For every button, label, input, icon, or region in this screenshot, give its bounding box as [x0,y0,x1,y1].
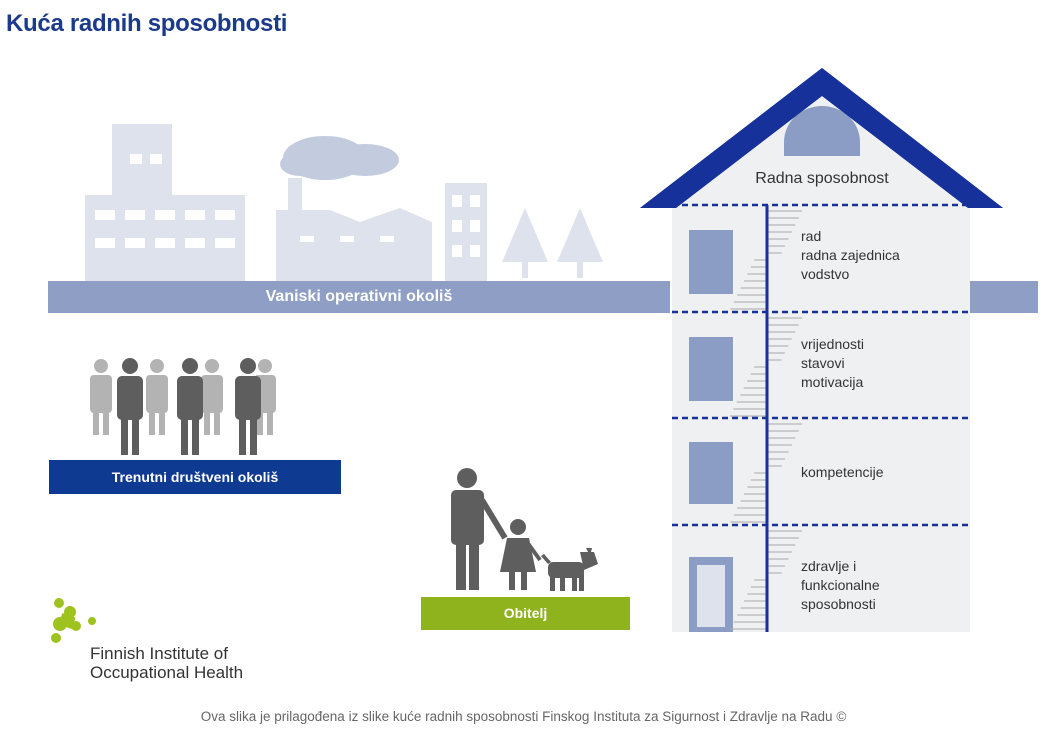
dog-icon [541,548,598,591]
roof-label: Radna sposobnost [755,170,889,187]
floor-2-label: kompetencije [801,464,884,480]
city-skyline-icon [85,124,487,284]
footer-caption: Ova slika je prilagođena iz slike kuće r… [200,709,847,724]
logo-text: Finnish Institute of Occupational Health [90,644,244,682]
window-floor-3 [689,337,733,401]
family-bar [421,597,630,630]
floor-1-label: zdravlje i funkcionalne sposobnosti [801,558,880,612]
social-environment-label: Trenutni društveni okoliš [111,469,279,485]
roof-window [784,106,860,156]
people-group-icon [90,358,276,455]
cloud-icon [280,136,399,180]
staircase [729,210,803,630]
environment-label: Vaniski operativni okoliš [265,288,453,305]
family-icon [451,468,542,590]
environment-band [48,281,670,313]
floor-4-label: rad radna zajednica vodstvo [801,228,900,282]
window-floor-4 [689,230,733,294]
finnish-institute-logo-icon [51,598,96,643]
window-floor-2 [689,442,733,504]
page-title: Kuća radnih sposobnosti [6,10,288,37]
floor-3-label: vrijednosti stavovi motivacija [801,336,865,390]
tree-icon [502,208,603,278]
social-environment-bar [49,460,341,494]
family-label: Obitelj [503,605,548,621]
